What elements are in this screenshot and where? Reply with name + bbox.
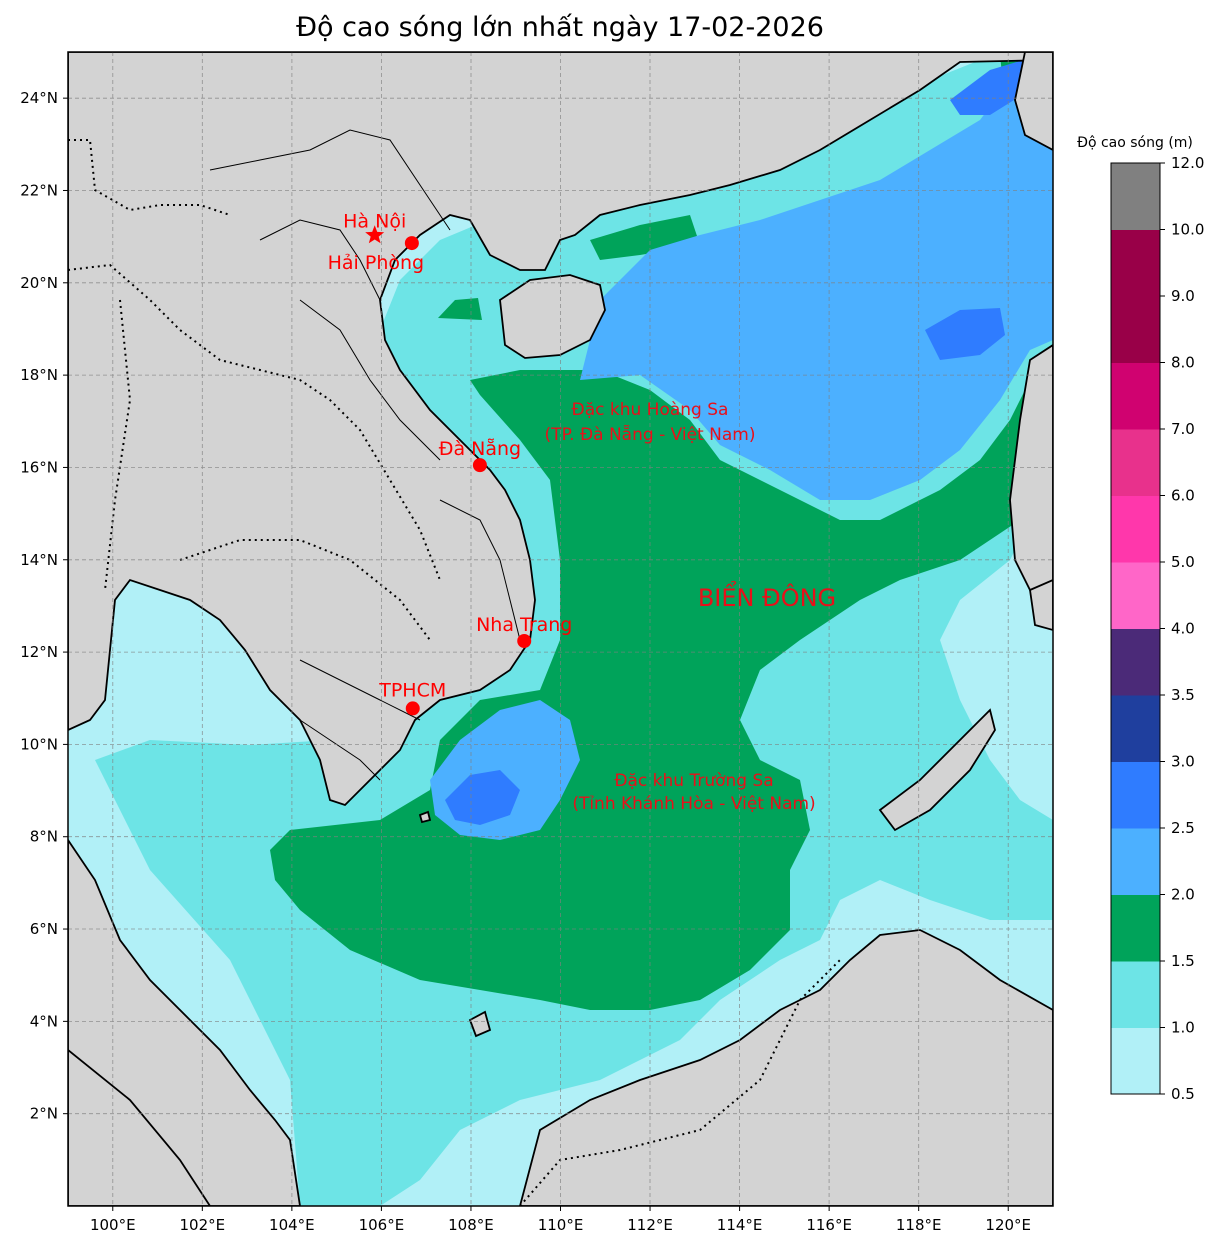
lon-tick-label: 118°E xyxy=(896,1216,942,1234)
colorbar-bin xyxy=(1111,695,1160,762)
hoang-sa-label-line2: (TP. Đà Nẵng - Việt Nam) xyxy=(545,424,756,445)
lon-tick-label: 108°E xyxy=(448,1216,494,1234)
colorbar-bin xyxy=(1111,628,1160,696)
sea-band-2.5-3.0-north xyxy=(950,55,1040,115)
lat-tick-label: 24°N xyxy=(20,89,58,107)
lat-tick-label: 6°N xyxy=(30,920,58,938)
colorbar-tick-label: 0.5 xyxy=(1171,1085,1195,1103)
lat-tick-label: 8°N xyxy=(30,828,58,846)
land xyxy=(68,52,1053,1206)
land-mindoro xyxy=(1029,579,1053,631)
city-marker xyxy=(404,236,419,251)
lon-tick-label: 110°E xyxy=(538,1216,584,1234)
latitude-ticks: 2°N 4°N 6°N 8°N 10°N 12°N 14°N 16°N 18°N 20°N 22°N… xyxy=(20,89,68,1123)
lat-tick-label: 10°N xyxy=(20,735,58,753)
land-borneo xyxy=(519,929,1053,1206)
map-title: Độ cao sóng lớn nhất ngày 17-02-2026 xyxy=(296,12,824,43)
colorbar-bin xyxy=(1111,163,1160,230)
city-markers: Hà Nội Hải Phòng Đà Nẵng Nha Trang TPHCM xyxy=(328,210,572,716)
sea-band-1.5-2.0 xyxy=(270,360,1053,1010)
land-sumatra xyxy=(68,1048,212,1206)
lat-tick-label: 20°N xyxy=(20,274,58,292)
lon-tick-label: 120°E xyxy=(985,1216,1031,1234)
colorbar-tick-label: 10.0 xyxy=(1171,221,1204,239)
colorbar xyxy=(1111,163,1160,1095)
gridlines xyxy=(68,52,1053,1206)
land-con-son xyxy=(418,810,432,824)
lat-tick-label: 12°N xyxy=(20,643,58,661)
colorbar-tick-label: 1.5 xyxy=(1171,952,1195,970)
city-marker-star xyxy=(365,225,385,244)
colorbar-tick-label: 4.0 xyxy=(1171,620,1195,638)
colorbar-tick-label: 3.0 xyxy=(1171,753,1195,771)
sea-band-2.5-3.0 xyxy=(925,308,1005,360)
colorbar-tick-label: 7.0 xyxy=(1171,420,1195,438)
land-luzon xyxy=(1009,343,1053,601)
colorbar-bin xyxy=(1111,1027,1160,1095)
colorbar-tick-label: 2.5 xyxy=(1171,819,1195,837)
province-borders xyxy=(209,129,521,781)
hoang-sa-label-line1: Đặc khu Hoàng Sa xyxy=(572,400,729,420)
colorbar-tick-label: 5.0 xyxy=(1171,553,1195,571)
colorbar-bin xyxy=(1111,761,1160,829)
colorbar-ticks: 0.5 1.0 1.5 2.0 2.5 3.0 3.5 4.0 5.0 6.0 7.0 8.0 9.0 1… xyxy=(1160,154,1204,1103)
longitude-ticks: 100°E 102°E 104°E 106°E 108°E 110°E 112°E 114°E… xyxy=(90,1206,1031,1234)
colorbar-bin xyxy=(1111,961,1160,1028)
colorbar-bin xyxy=(1111,894,1160,962)
sea-band-2.5-3.0-s xyxy=(445,770,520,825)
colorbar-bin xyxy=(1111,828,1160,895)
land-hainan xyxy=(499,274,606,359)
colorbar-bin xyxy=(1111,362,1160,430)
city-label: Nha Trang xyxy=(476,614,572,636)
city-marker xyxy=(472,458,487,473)
lon-tick-label: 114°E xyxy=(717,1216,763,1234)
colorbar-bin xyxy=(1111,562,1160,629)
colorbar-tick-label: 3.5 xyxy=(1171,686,1195,704)
lon-tick-label: 102°E xyxy=(180,1216,226,1234)
colorbar-tick-label: 12.0 xyxy=(1171,154,1204,172)
lat-tick-label: 2°N xyxy=(30,1105,58,1123)
lat-tick-label: 18°N xyxy=(20,366,58,384)
lon-tick-label: 106°E xyxy=(359,1216,405,1234)
colorbar-tick-label: 6.0 xyxy=(1171,487,1195,505)
lon-tick-label: 100°E xyxy=(90,1216,136,1234)
sea-band-2.0-2.5-ne xyxy=(580,52,1053,500)
land-taiwan xyxy=(1014,52,1053,152)
city-marker xyxy=(405,701,420,716)
colorbar-bin xyxy=(1111,429,1160,496)
lat-tick-label: 22°N xyxy=(20,181,58,199)
lat-tick-label: 16°N xyxy=(20,458,58,476)
city-label: Hải Phòng xyxy=(328,252,424,274)
lon-tick-label: 116°E xyxy=(806,1216,852,1234)
lat-tick-label: 14°N xyxy=(20,551,58,569)
truong-sa-label-line2: (Tỉnh Khánh Hòa - Việt Nam) xyxy=(572,794,815,814)
truong-sa-label-line1: Đặc khu Trường Sa xyxy=(614,771,773,791)
map-area: Đặc khu Hoàng Sa (TP. Đà Nẵng - Việt Nam… xyxy=(68,52,1053,1206)
colorbar-tick-label: 2.0 xyxy=(1171,886,1195,904)
lon-tick-label: 104°E xyxy=(269,1216,315,1234)
land-palawan xyxy=(878,708,996,832)
colorbar-tick-label: 1.0 xyxy=(1171,1019,1195,1037)
colorbar-title: Độ cao sóng (m) xyxy=(1077,135,1193,151)
lat-tick-label: 4°N xyxy=(30,1012,58,1030)
city-label: Đà Nẵng xyxy=(439,437,521,460)
colorbar-tick-label: 9.0 xyxy=(1171,287,1195,305)
colorbar-bin xyxy=(1111,229,1160,297)
colorbar-bin xyxy=(1111,296,1160,363)
bien-dong-label: BIỂN ĐÔNG xyxy=(698,580,836,612)
lon-tick-label: 112°E xyxy=(627,1216,673,1234)
national-borders xyxy=(68,139,841,1206)
colorbar-bin xyxy=(1111,495,1160,563)
land-natuna xyxy=(468,1010,492,1038)
city-marker xyxy=(517,634,532,649)
city-label: Hà Nội xyxy=(343,210,406,232)
colorbar-tick-label: 8.0 xyxy=(1171,354,1195,372)
land-mainland xyxy=(68,52,1053,807)
city-label: TPHCM xyxy=(378,679,446,701)
